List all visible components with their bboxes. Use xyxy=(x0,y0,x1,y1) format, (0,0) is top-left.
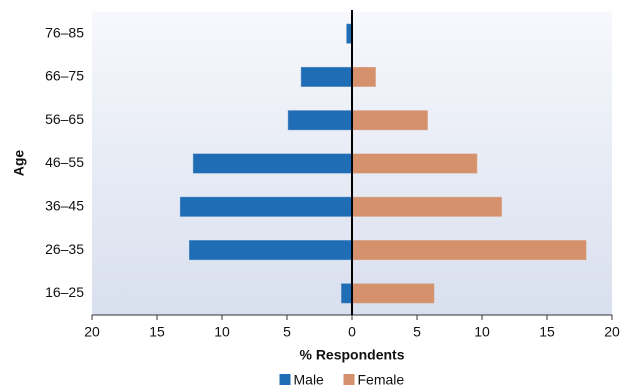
x-tick-label: 0 xyxy=(348,324,356,340)
y-tick-label: 76–85 xyxy=(45,24,84,40)
bar xyxy=(192,153,353,174)
legend-swatch xyxy=(343,374,355,385)
bar xyxy=(351,153,478,174)
x-axis-label: % Respondents xyxy=(299,347,404,363)
y-axis-label: Age xyxy=(11,150,27,177)
x-tick-label: 15 xyxy=(539,324,555,340)
x-tick-label: 5 xyxy=(413,324,421,340)
bar xyxy=(341,283,353,304)
x-tick-label: 10 xyxy=(474,324,490,340)
y-tick-label: 26–35 xyxy=(45,241,84,257)
bar xyxy=(351,110,428,131)
bar xyxy=(189,240,353,261)
bar xyxy=(179,196,353,217)
bar xyxy=(351,283,435,304)
bar xyxy=(351,196,502,217)
y-tick-label: 36–45 xyxy=(45,197,84,213)
y-tick-label: 16–25 xyxy=(45,284,84,300)
y-tick-label: 56–65 xyxy=(45,111,84,127)
bar xyxy=(351,240,587,261)
x-tick-label: 5 xyxy=(283,324,291,340)
legend-label: Male xyxy=(294,372,325,388)
bar xyxy=(287,110,353,131)
bar xyxy=(300,66,353,87)
legend-label: Female xyxy=(358,372,405,388)
y-tick-label: 46–55 xyxy=(45,154,84,170)
legend-swatch xyxy=(279,374,291,385)
bar xyxy=(351,66,376,87)
y-tick-label: 66–75 xyxy=(45,68,84,84)
x-tick-label: 20 xyxy=(604,324,620,340)
x-tick-label: 10 xyxy=(214,324,230,340)
x-tick-label: 20 xyxy=(84,324,100,340)
x-tick-label: 15 xyxy=(149,324,165,340)
